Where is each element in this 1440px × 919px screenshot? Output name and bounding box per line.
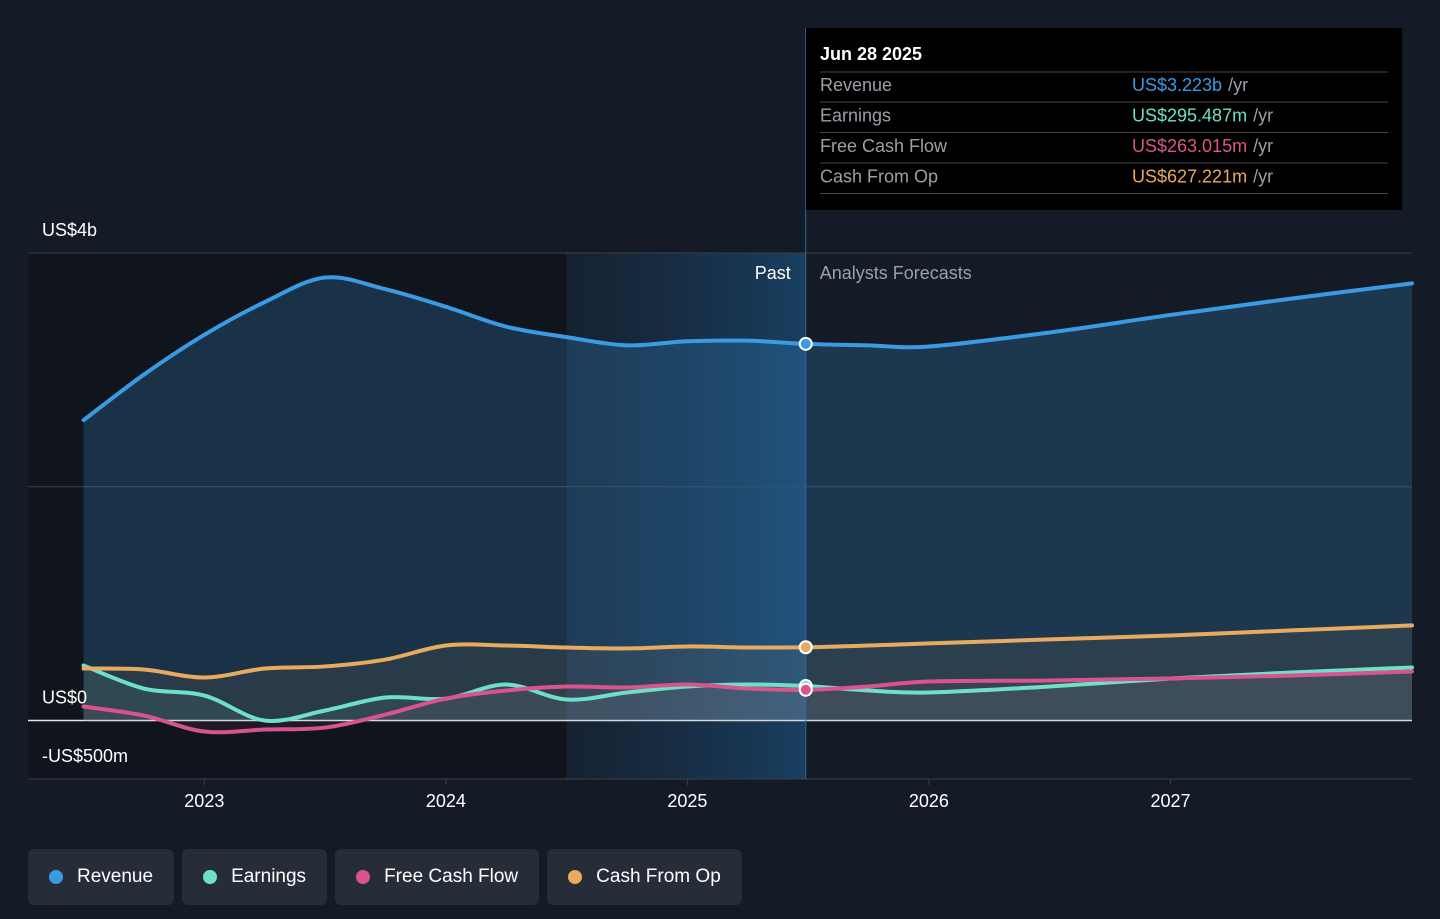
legend-label: Revenue xyxy=(77,866,154,887)
line xyxy=(81,623,1414,680)
tooltip-name: Revenue xyxy=(820,75,892,95)
past-label: Past xyxy=(755,263,791,283)
legend-swatch xyxy=(356,870,371,884)
tooltip-value: US$3.223b/yr xyxy=(1132,75,1248,95)
chart: US$4b US$0 -US$500m 2023 2024 2025 2026 2027 Pas… xyxy=(28,28,1414,811)
tooltip-value-label: US$263.015m xyxy=(1132,136,1247,156)
line xyxy=(81,669,1414,735)
tooltip-unit: /yr xyxy=(1228,75,1248,95)
area xyxy=(83,277,1413,721)
tooltip-value-label: US$3.223b xyxy=(1132,75,1222,95)
tooltip-unit: /yr xyxy=(1253,166,1273,186)
hover-marker xyxy=(798,640,813,655)
legend-swatch xyxy=(49,870,63,884)
legend-label: Earnings xyxy=(231,866,307,887)
tooltip-name: Cash From Op xyxy=(820,166,938,186)
legend-item[interactable]: Earnings xyxy=(182,849,328,905)
x-tick-label: 2027 xyxy=(1150,791,1190,811)
tooltip-value: US$295.487m/yr xyxy=(1132,105,1273,125)
hover-marker xyxy=(798,682,813,697)
tooltip: Jun 28 2025 Revenue US$3.223b/yr Earnings US… xyxy=(806,28,1402,210)
tooltip-date: Jun 28 2025 xyxy=(820,44,922,64)
tooltip-unit: /yr xyxy=(1253,136,1273,156)
legend: Revenue Earnings Free Cash Flow Cash From O… xyxy=(28,849,742,905)
tooltip-value: US$627.221m/yr xyxy=(1132,166,1273,186)
tooltip-unit: /yr xyxy=(1253,105,1273,125)
y-tick-label: US$4b xyxy=(42,220,97,240)
legend-swatch xyxy=(568,870,583,884)
line xyxy=(81,663,1414,723)
x-tick-label: 2024 xyxy=(426,791,466,811)
tooltip-name: Free Cash Flow xyxy=(820,136,948,156)
legend-item[interactable]: Revenue xyxy=(28,849,175,905)
tooltip-name: Earnings xyxy=(820,105,891,125)
forecast-label: Analysts Forecasts xyxy=(820,263,972,283)
x-tick-label: 2026 xyxy=(909,791,949,811)
y-tick-label: US$0 xyxy=(42,687,87,707)
area xyxy=(83,671,1413,733)
legend-swatch xyxy=(203,870,218,884)
x-tick-label: 2023 xyxy=(184,791,224,811)
legend-label: Free Cash Flow xyxy=(384,866,519,887)
x-tick-label: 2025 xyxy=(667,791,707,811)
legend-item[interactable]: Free Cash Flow xyxy=(335,849,540,905)
tooltip-box xyxy=(806,28,1402,210)
hover-marker xyxy=(798,336,813,351)
line xyxy=(81,275,1414,423)
legend-item[interactable]: Cash From Op xyxy=(547,849,742,905)
tooltip-value: US$263.015m/yr xyxy=(1132,136,1273,156)
y-tick-label: -US$500m xyxy=(42,746,128,766)
tooltip-value-label: US$627.221m xyxy=(1132,166,1247,186)
legend-label: Cash From Op xyxy=(596,866,721,887)
tooltip-value-label: US$295.487m xyxy=(1132,105,1247,125)
